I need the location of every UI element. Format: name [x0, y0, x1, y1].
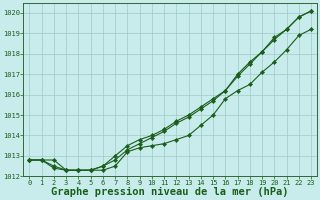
- X-axis label: Graphe pression niveau de la mer (hPa): Graphe pression niveau de la mer (hPa): [52, 187, 289, 197]
